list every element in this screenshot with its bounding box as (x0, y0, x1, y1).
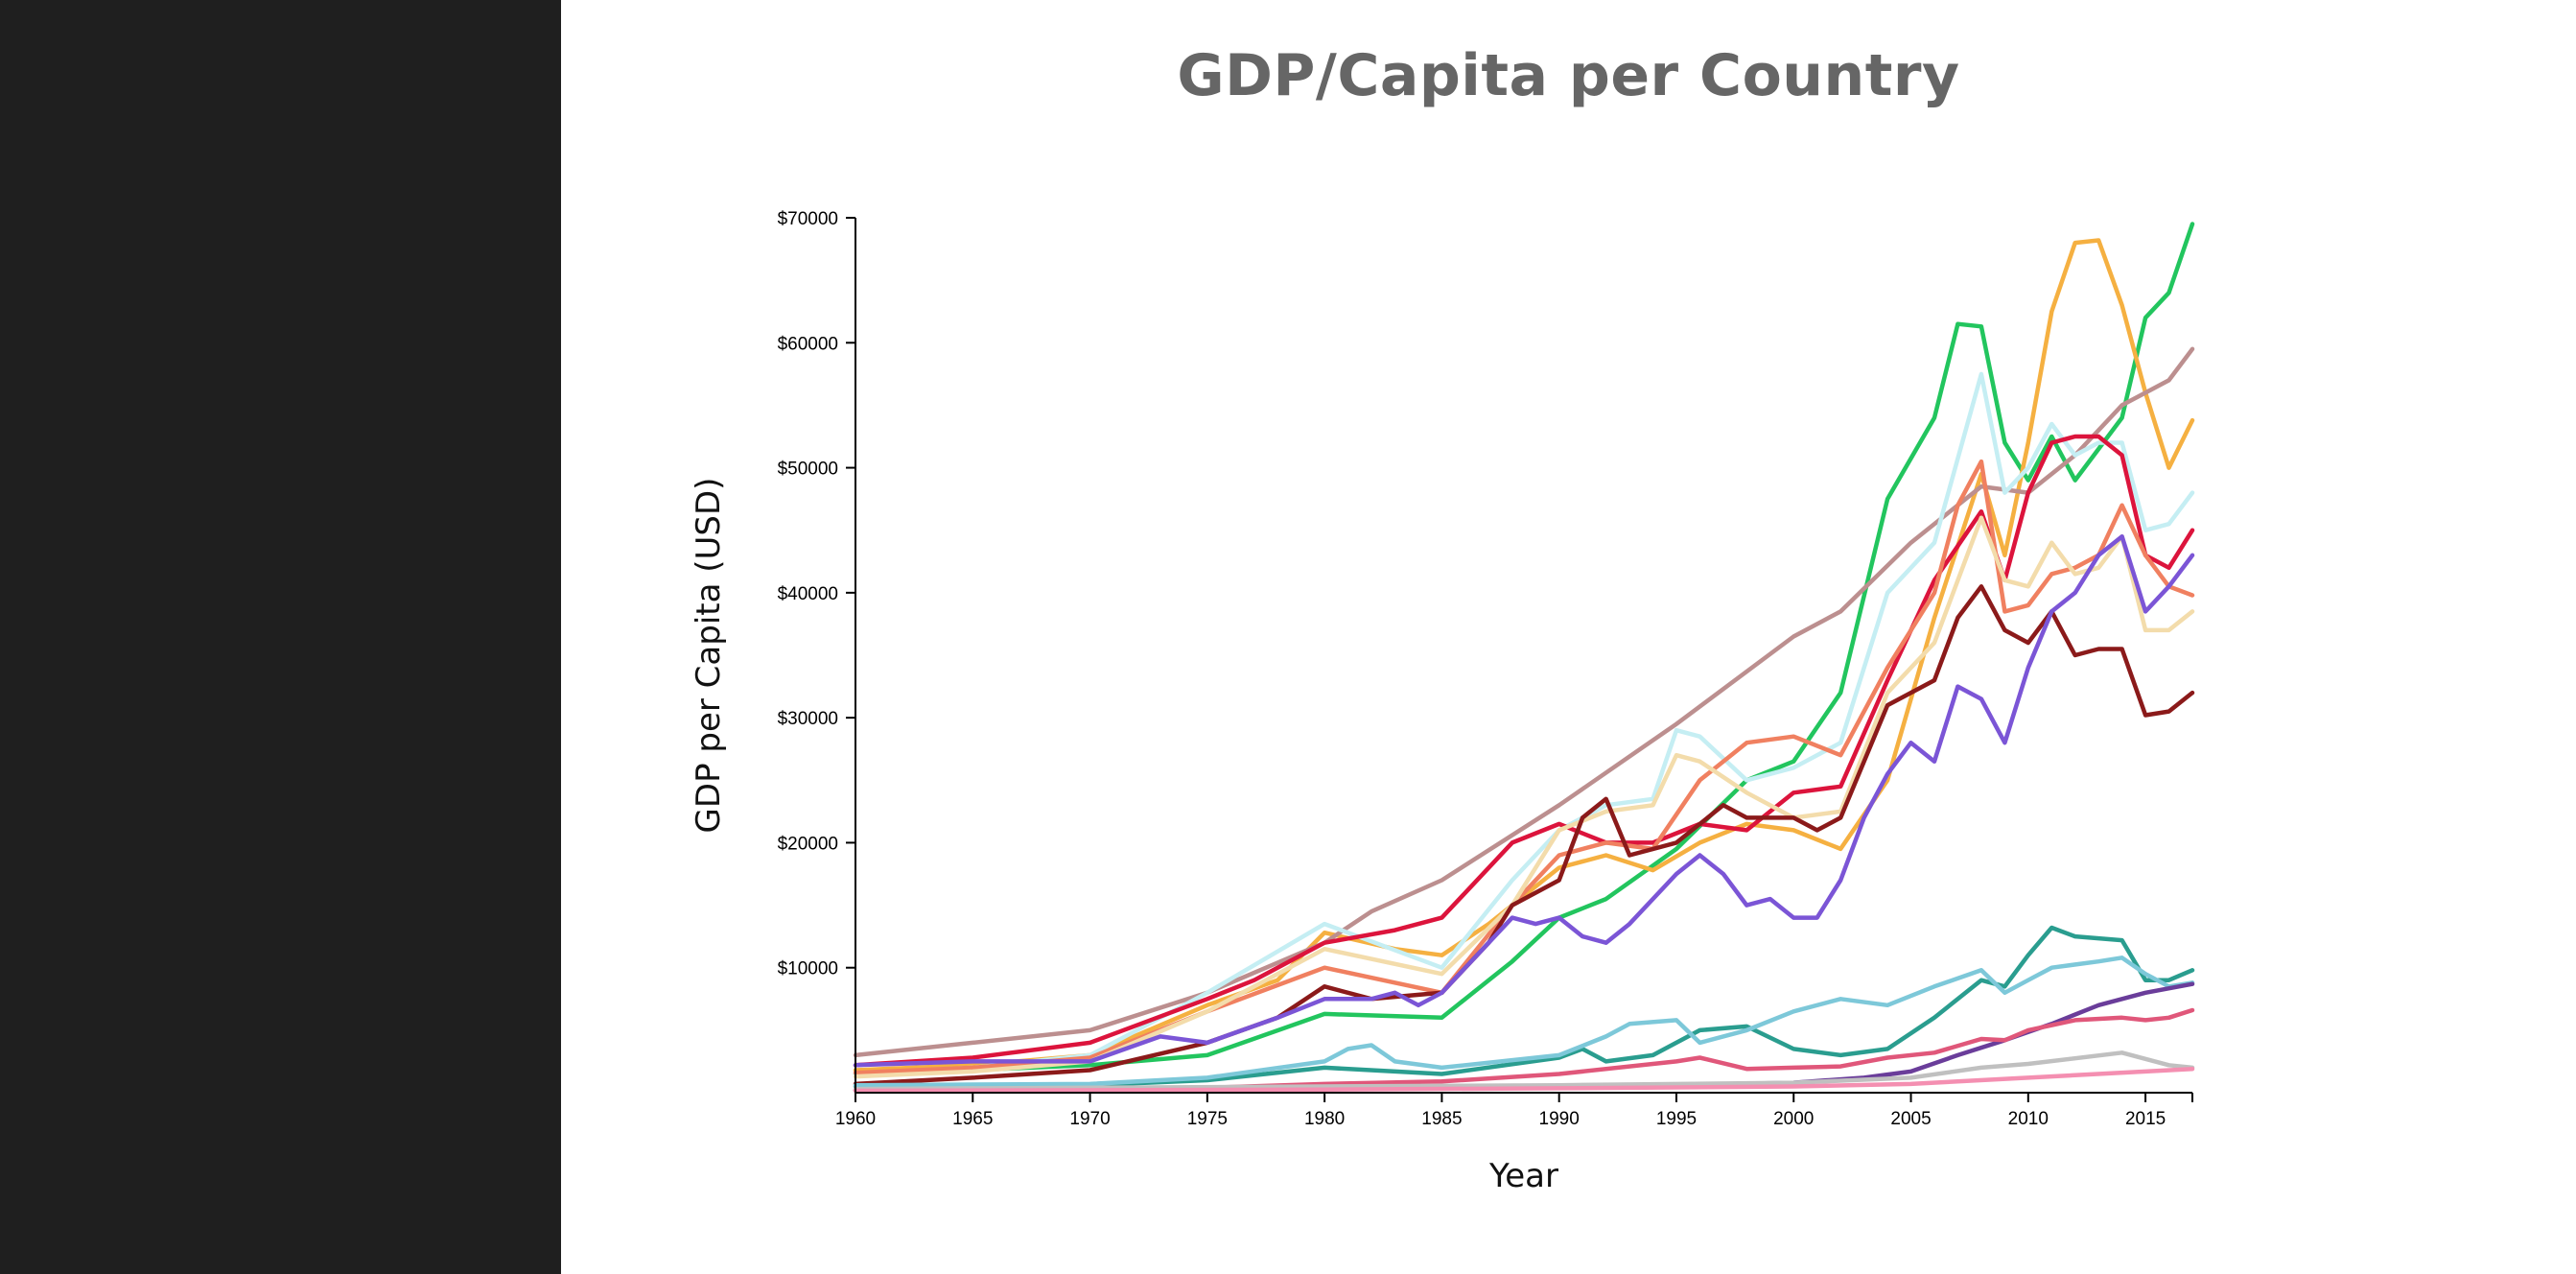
y-tick-label: $30000 (778, 709, 838, 729)
x-tick-label: 2000 (1773, 1109, 1814, 1129)
series-line-3 (853, 371, 2195, 1076)
y-tick-label: $40000 (778, 584, 838, 604)
x-tick-label: 2010 (2008, 1109, 2049, 1129)
x-tick-label: 1985 (1421, 1109, 1462, 1129)
x-tick-label: 1975 (1187, 1109, 1228, 1129)
sidebar (0, 0, 561, 1274)
series-line-13 (853, 1050, 2195, 1092)
series-line-1 (853, 238, 2195, 1073)
x-tick-label: 1990 (1539, 1109, 1580, 1129)
page-title: GDP/Capita per Country (1177, 42, 1960, 109)
y-tick-label: $20000 (778, 834, 838, 854)
y-tick-label: $60000 (778, 334, 838, 354)
series-line-7 (853, 584, 2195, 1087)
y-tick-label: $10000 (778, 959, 838, 979)
x-tick-label: 2015 (2125, 1109, 2166, 1129)
series-line-0 (853, 222, 2195, 1076)
x-tick-label: 1995 (1656, 1109, 1697, 1129)
x-tick-label: 2005 (1890, 1109, 1931, 1129)
series-layer (853, 222, 2195, 1094)
x-tick-label: 1980 (1304, 1109, 1345, 1129)
series-line-14 (853, 1066, 2195, 1094)
y-ticks: $10000 $20000 $30000 $40000 $50000 $60000 $700… (778, 209, 855, 979)
y-tick-label: $50000 (778, 460, 838, 480)
y-axis-title: GDP per Capita (USD) (690, 478, 728, 834)
x-tick-label: 1965 (952, 1109, 993, 1129)
series-line-8 (853, 533, 2195, 1068)
x-ticks: 1960 1965 1970 1975 1980 1985 1990 1995 2000 2005… (835, 1093, 2193, 1129)
series-line-9 (853, 925, 2195, 1089)
series-line-12 (853, 1007, 2195, 1093)
series-line-10 (853, 956, 2195, 1088)
x-tick-label: 1970 (1069, 1109, 1110, 1129)
y-tick-label: $70000 (778, 209, 838, 229)
series-line-2 (853, 346, 2195, 1058)
x-axis-title: Year (1488, 1157, 1558, 1195)
series-line-5 (853, 459, 2195, 1075)
x-tick-label: 1960 (835, 1109, 876, 1129)
series-line-4 (853, 434, 2195, 1068)
axes-layer: 1960 1965 1970 1975 1980 1985 1990 1995 2000 2005… (778, 209, 2193, 1129)
